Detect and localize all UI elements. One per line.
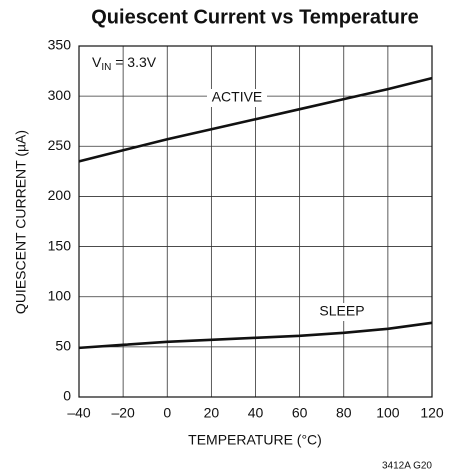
series-line [78,321,433,350]
y-tick-label: 0 [63,388,71,404]
annotation-sub: IN [101,62,111,73]
x-tick-label: –40 [67,405,91,421]
y-tick-label: 300 [48,87,72,103]
x-tick-label: 80 [336,405,352,421]
annotation-rest: = 3.3V [111,54,156,70]
x-tick-label: 120 [420,405,444,421]
x-axis-label: TEMPERATURE (°C) [188,432,322,448]
annotation: VIN = 3.3V [92,54,157,73]
x-tick-label: 100 [376,405,400,421]
series-label-bg [312,303,372,321]
y-tick-label: 350 [48,37,72,53]
y-tick-label: 100 [48,287,72,303]
footnote: 3412A G20 [382,461,432,472]
y-axis-label: QUIESCENT CURRENT (µA) [13,130,29,314]
x-tick-label: 40 [248,405,264,421]
x-tick-label: –20 [111,405,135,421]
y-tick-label: 250 [48,137,72,153]
series-label: SLEEP [319,303,364,319]
chart-title: Quiescent Current vs Temperature [91,6,419,28]
series-line [78,76,433,163]
x-tick-label: 60 [292,405,308,421]
y-tick-label: 50 [55,338,71,354]
y-tick-label: 200 [48,187,72,203]
series-label: ACTIVE [212,89,263,105]
series-label-bg [207,89,267,107]
annotation-main: V [92,54,102,70]
x-tick-label: 20 [204,405,220,421]
y-tick-label: 150 [48,237,72,253]
x-tick-label: 0 [163,405,171,421]
plot-frame [78,45,433,398]
